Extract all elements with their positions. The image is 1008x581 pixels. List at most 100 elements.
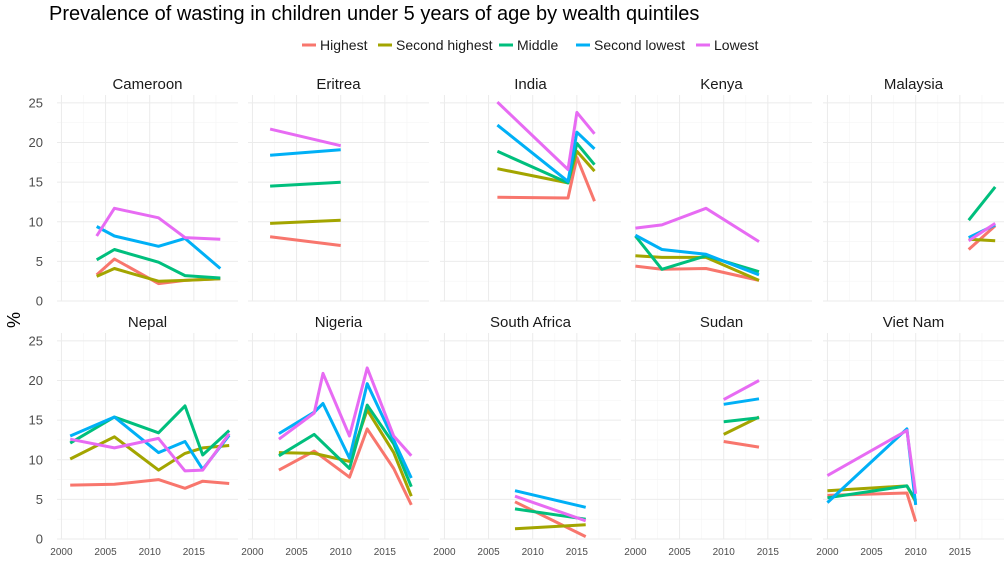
series-line-highest: [514, 500, 587, 538]
y-tick-label: 25: [29, 333, 43, 348]
series-line-lowest: [496, 101, 596, 171]
series-line-lowest: [95, 206, 221, 241]
y-tick-label: 5: [36, 254, 43, 269]
panel-title: Malaysia: [884, 76, 944, 93]
series-line-lowest: [967, 222, 997, 243]
chart-title: Prevalence of wasting in children under …: [49, 3, 699, 25]
x-tick-label: 2015: [949, 547, 972, 558]
grid: [631, 95, 812, 302]
x-tick-label: 2010: [905, 547, 928, 558]
legend-label: Middle: [517, 37, 558, 53]
series-line-second-highest: [96, 267, 221, 283]
y-tick-label: 0: [36, 532, 43, 547]
x-tick-label: 2000: [433, 547, 456, 558]
legend-label: Second lowest: [594, 37, 685, 53]
panel-title: Cameroon: [112, 76, 182, 93]
series-line-second-lowest: [269, 148, 341, 157]
grid: [631, 333, 812, 540]
x-tick-label: 2010: [330, 547, 353, 558]
panel-title: Kenya: [700, 76, 743, 93]
panel-title: Viet Nam: [883, 314, 944, 331]
y-tick-label: 10: [29, 214, 43, 229]
y-tick-label: 0: [36, 294, 43, 309]
y-axis-label: %: [4, 312, 24, 328]
series-line-middle: [967, 185, 997, 222]
grid: [823, 333, 1004, 540]
panel-title: Nigeria: [315, 314, 363, 331]
series-line-middle: [827, 484, 917, 501]
series-line-lowest: [826, 429, 918, 495]
legend-item-lowest: Lowest: [696, 37, 758, 53]
grid: [440, 333, 621, 540]
x-tick-label: 2010: [713, 547, 736, 558]
panel-nigeria: Nigeria 2000 2005 2010 2015: [241, 314, 429, 558]
series-line-second-highest: [635, 254, 760, 282]
legend-label: Highest: [320, 37, 368, 53]
legend-label: Lowest: [714, 37, 758, 53]
panel-viet-nam: Viet Nam 2000 2005 2010 2015: [816, 314, 1004, 558]
panel-kenya: Kenya: [631, 76, 812, 302]
series-line-second-lowest: [723, 397, 760, 406]
series-line-second-lowest: [95, 225, 222, 270]
x-tick-label: 2005: [94, 547, 117, 558]
x-tick-label: 2015: [183, 547, 206, 558]
series-line-second-highest: [69, 435, 230, 472]
legend-item-second-highest: Second highest: [378, 37, 493, 53]
x-tick-label: 2005: [477, 547, 500, 558]
x-tick-label: 2000: [624, 547, 647, 558]
series-line-highest: [497, 156, 596, 202]
panel-cameroon: Cameroon 0 5 10 15 20 25: [29, 76, 238, 309]
series-line-middle: [95, 248, 221, 280]
series-line-lowest: [278, 366, 413, 457]
series-line-second-lowest: [496, 123, 596, 183]
y-tick-label: 10: [29, 452, 43, 467]
legend-item-middle: Middle: [499, 37, 558, 53]
legend-item-second-lowest: Second lowest: [576, 37, 685, 53]
y-tick-label: 25: [29, 95, 43, 110]
x-tick-label: 2015: [757, 547, 780, 558]
panel-title: South Africa: [490, 314, 572, 331]
series-line-highest: [70, 478, 230, 490]
x-tick-label: 2000: [50, 547, 73, 558]
panel-title: India: [514, 76, 547, 93]
grid: [823, 95, 1004, 302]
x-tick-label: 2000: [816, 547, 839, 558]
series-line-middle: [278, 403, 413, 488]
series-line-lowest: [514, 494, 587, 523]
y-tick-label: 20: [29, 135, 43, 150]
series-line-second-lowest: [634, 233, 760, 277]
grid: [57, 95, 238, 302]
x-tick-label: 2015: [374, 547, 397, 558]
panel-india: India: [440, 76, 621, 302]
x-tick-label: 2015: [566, 547, 589, 558]
series-line-second-highest: [270, 218, 341, 225]
panel-nepal: Nepal 0 5 10 15 20 25 2000 2005 2010 2015: [29, 314, 238, 558]
series-line-highest: [967, 224, 997, 251]
panel-south-africa: South Africa 2000 2005 2010 2015: [433, 314, 621, 558]
legend-item-highest: Highest: [302, 37, 368, 53]
panel-title: Nepal: [128, 314, 167, 331]
panel-sudan: Sudan 2000 2005 2010 2015: [624, 314, 812, 558]
y-tick-label: 5: [36, 492, 43, 507]
grid: [248, 95, 429, 302]
series-line-middle: [270, 180, 341, 188]
series-line-middle: [723, 416, 760, 424]
panels: Cameroon 0 5 10 15 20 25 Eritrea India Kenya Malay…: [29, 76, 1004, 558]
series-line-lowest: [69, 432, 231, 473]
series-line-lowest: [722, 379, 760, 401]
x-tick-label: 2005: [668, 547, 691, 558]
x-tick-label: 2005: [285, 547, 308, 558]
panel-title: Eritrea: [316, 76, 361, 93]
series-line-highest: [635, 264, 760, 282]
series-line-lowest: [269, 127, 342, 148]
legend: Highest Second highest Middle Second lowest…: [302, 37, 758, 53]
x-tick-label: 2000: [241, 547, 264, 558]
series-line-highest: [269, 235, 341, 247]
x-tick-label: 2010: [139, 547, 162, 558]
x-tick-label: 2005: [860, 547, 883, 558]
panel-eritrea: Eritrea: [248, 76, 429, 302]
legend-label: Second highest: [396, 37, 493, 53]
series-line-second-lowest: [514, 489, 587, 509]
